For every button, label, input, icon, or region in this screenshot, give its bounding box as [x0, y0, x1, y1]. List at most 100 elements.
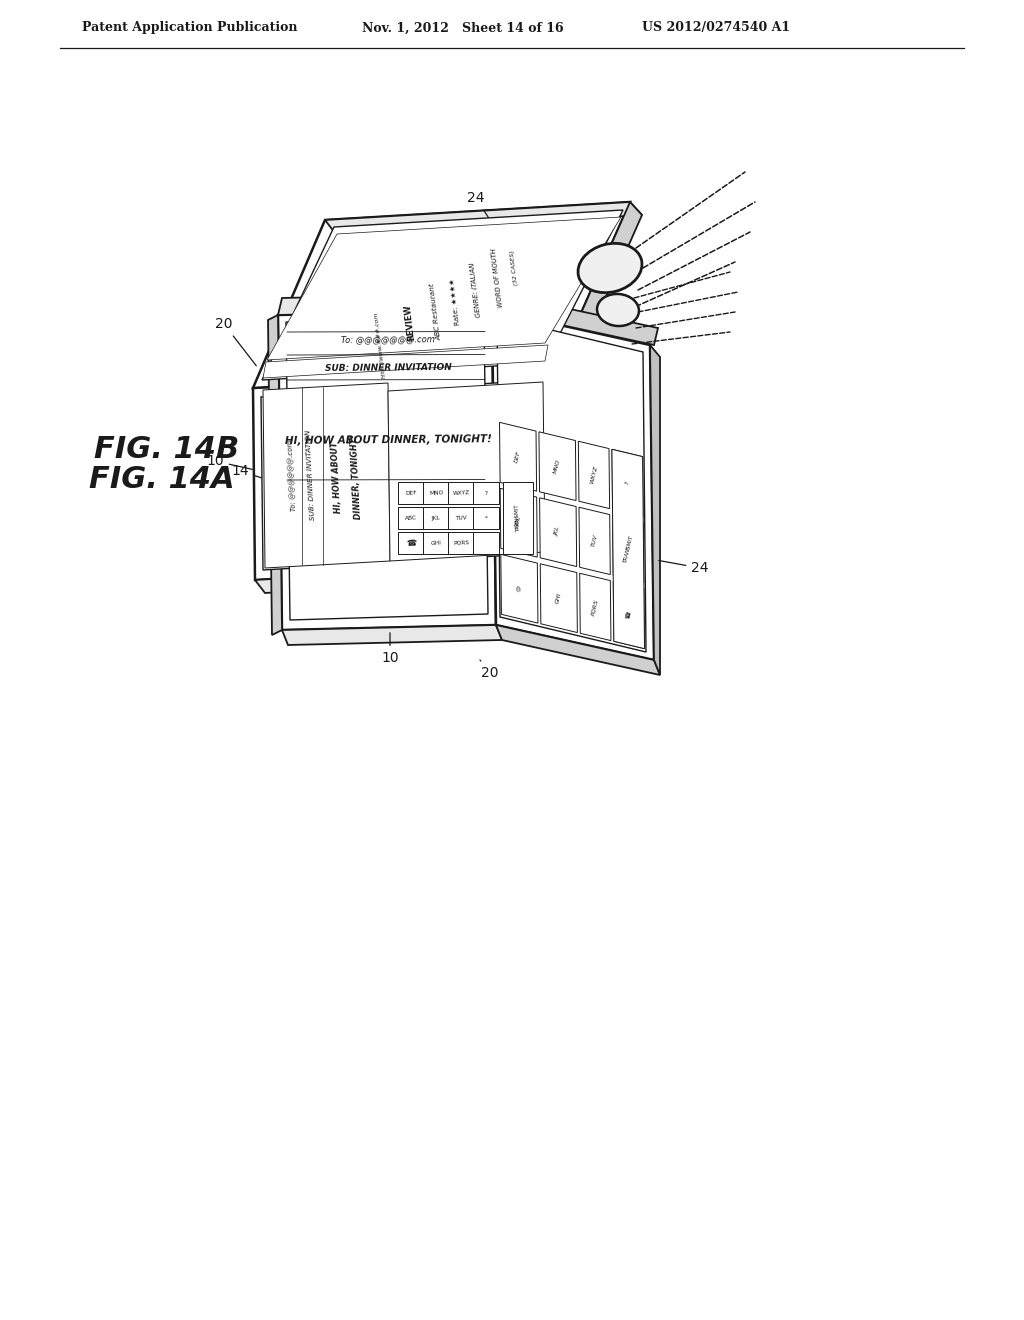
- Polygon shape: [261, 380, 547, 570]
- Polygon shape: [278, 293, 496, 315]
- Text: http://www.###.com: http://www.###.com: [374, 312, 387, 379]
- Text: FIG. 14A: FIG. 14A: [89, 466, 234, 495]
- Text: PQRS: PQRS: [453, 540, 469, 546]
- Polygon shape: [278, 310, 496, 630]
- Polygon shape: [267, 216, 621, 360]
- Polygon shape: [501, 554, 538, 623]
- Text: SUB: DINNER INVITATION: SUB: DINNER INVITATION: [305, 429, 316, 520]
- Text: WXYZ: WXYZ: [590, 466, 599, 484]
- Text: GHI: GHI: [430, 540, 441, 545]
- Text: REVIEW: REVIEW: [403, 304, 417, 341]
- Polygon shape: [497, 317, 646, 652]
- Text: (32 CASES): (32 CASES): [509, 249, 518, 286]
- Polygon shape: [556, 202, 642, 383]
- Text: Patent Application Publication: Patent Application Publication: [82, 21, 298, 34]
- Text: 14: 14: [394, 581, 412, 620]
- Polygon shape: [263, 345, 548, 378]
- Text: TUV: TUV: [591, 535, 599, 548]
- Polygon shape: [492, 310, 654, 660]
- Text: 24: 24: [658, 561, 709, 576]
- Text: DINNER, TONIGHT!: DINNER, TONIGHT!: [349, 434, 362, 520]
- Polygon shape: [492, 293, 658, 345]
- Polygon shape: [388, 381, 545, 561]
- Polygon shape: [500, 422, 537, 491]
- Text: ABC: ABC: [515, 516, 522, 529]
- Polygon shape: [262, 210, 623, 380]
- Text: HI, HOW ABOUT: HI, HOW ABOUT: [331, 441, 343, 513]
- Polygon shape: [503, 482, 534, 554]
- Text: SUB: DINNER INVITATION: SUB: DINNER INVITATION: [325, 363, 452, 374]
- Polygon shape: [423, 482, 449, 504]
- Polygon shape: [398, 482, 424, 504]
- Ellipse shape: [597, 294, 639, 326]
- Ellipse shape: [578, 243, 642, 293]
- Text: JKL: JKL: [431, 515, 440, 520]
- Polygon shape: [423, 507, 449, 529]
- Text: PQRS: PQRS: [591, 598, 600, 615]
- Text: @: @: [516, 585, 522, 593]
- Text: DEF: DEF: [406, 490, 417, 496]
- Text: 10: 10: [381, 632, 398, 665]
- Text: TRANSMIT: TRANSMIT: [515, 504, 521, 532]
- Text: ☎: ☎: [406, 539, 417, 548]
- Text: TRANSMIT: TRANSMIT: [623, 535, 634, 564]
- Polygon shape: [253, 202, 630, 388]
- Polygon shape: [255, 562, 568, 593]
- Polygon shape: [473, 507, 499, 529]
- Polygon shape: [612, 449, 643, 516]
- Polygon shape: [500, 488, 538, 557]
- Polygon shape: [612, 515, 644, 582]
- Text: DEF: DEF: [514, 450, 522, 463]
- Text: GENRE: ITALIAN: GENRE: ITALIAN: [470, 263, 482, 318]
- Text: Nov. 1, 2012   Sheet 14 of 16: Nov. 1, 2012 Sheet 14 of 16: [362, 21, 563, 34]
- Text: ABC: ABC: [404, 515, 417, 521]
- Text: ?: ?: [625, 480, 631, 486]
- Polygon shape: [449, 507, 474, 529]
- Polygon shape: [449, 482, 474, 504]
- Text: JKL: JKL: [555, 527, 562, 537]
- Text: WXYZ: WXYZ: [453, 490, 470, 496]
- Text: 20: 20: [215, 317, 256, 366]
- Polygon shape: [579, 441, 609, 508]
- Polygon shape: [286, 318, 488, 620]
- Text: *: *: [626, 546, 631, 550]
- Text: TUV: TUV: [455, 515, 467, 521]
- Text: WORD OF MOUTH: WORD OF MOUTH: [490, 248, 504, 308]
- Text: GHI: GHI: [555, 591, 562, 605]
- Polygon shape: [496, 624, 660, 675]
- Polygon shape: [449, 532, 474, 554]
- Polygon shape: [398, 532, 424, 554]
- Text: US 2012/0274540 A1: US 2012/0274540 A1: [642, 21, 791, 34]
- Polygon shape: [580, 573, 611, 640]
- Text: 24: 24: [467, 191, 488, 218]
- Text: To: @@@@@@@.com: To: @@@@@@@.com: [341, 334, 435, 345]
- Text: 10: 10: [206, 454, 252, 470]
- Text: *: *: [484, 515, 487, 520]
- Polygon shape: [650, 345, 660, 675]
- Text: ABC Restaurant: ABC Restaurant: [429, 282, 442, 341]
- Polygon shape: [579, 507, 610, 574]
- Text: FIG. 14B: FIG. 14B: [94, 436, 240, 465]
- Polygon shape: [473, 532, 499, 554]
- Polygon shape: [325, 202, 642, 234]
- Text: MNO: MNO: [553, 458, 561, 474]
- Polygon shape: [253, 370, 558, 579]
- Polygon shape: [398, 507, 424, 529]
- Polygon shape: [282, 624, 502, 645]
- Text: 14: 14: [231, 465, 282, 484]
- Text: HI, HOW ABOUT DINNER, TONIGHT!: HI, HOW ABOUT DINNER, TONIGHT!: [285, 434, 492, 446]
- Text: Rate: ★★★★: Rate: ★★★★: [450, 279, 461, 326]
- Polygon shape: [473, 482, 499, 504]
- Polygon shape: [556, 370, 568, 576]
- Polygon shape: [541, 564, 578, 632]
- Text: 20: 20: [480, 660, 499, 680]
- Polygon shape: [268, 315, 282, 635]
- Polygon shape: [612, 449, 644, 648]
- Polygon shape: [540, 498, 577, 566]
- Text: To: @@@@@@.com: To: @@@@@@.com: [287, 440, 297, 511]
- Text: MNO: MNO: [429, 490, 443, 496]
- Polygon shape: [613, 581, 644, 648]
- Text: ?: ?: [484, 491, 487, 495]
- Polygon shape: [539, 432, 577, 500]
- Text: @: @: [408, 540, 414, 545]
